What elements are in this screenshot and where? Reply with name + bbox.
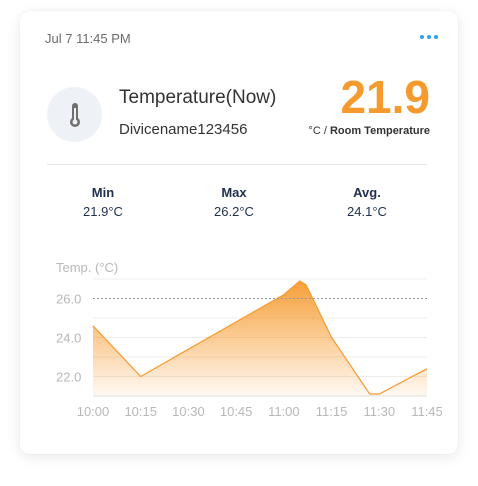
device-name: Divicename123456 <box>119 121 248 138</box>
stat-label: Avg. <box>353 185 381 200</box>
stat-label: Min <box>91 185 115 200</box>
stat-value: 21.9°C <box>83 204 123 219</box>
y-tick-label: 22.0 <box>56 370 81 385</box>
stat-value: 26.2°C <box>214 204 254 219</box>
thermometer-icon <box>47 87 102 142</box>
x-tick-label: 11:45 <box>411 404 443 419</box>
y-axis-label: Temp. (°C) <box>56 260 118 275</box>
x-tick-label: 11:15 <box>316 404 348 419</box>
stat-avg: Avg. 24.1°C <box>327 185 407 221</box>
x-tick-label: 10:00 <box>77 404 110 419</box>
temperature-area <box>93 281 427 396</box>
y-tick-label: 24.0 <box>56 331 81 346</box>
x-tick-label: 10:30 <box>172 404 205 419</box>
y-tick-label: 26.0 <box>56 292 81 307</box>
stat-min: Min 21.9°C <box>63 185 143 221</box>
x-tick-label: 10:45 <box>220 404 253 419</box>
unit: °C / <box>308 125 327 137</box>
stat-max: Max 26.2°C <box>194 185 274 221</box>
more-options-icon[interactable] <box>416 29 442 45</box>
x-tick-label: 11:30 <box>363 404 395 419</box>
temperature-line <box>92 280 428 395</box>
stat-label: Max <box>221 185 247 200</box>
divider <box>47 164 427 165</box>
metric-title: Temperature(Now) <box>119 87 277 108</box>
current-value: 21.9 <box>340 71 430 123</box>
x-tick-label: 11:00 <box>268 404 300 419</box>
timestamp: Jul 7 11:45 PM <box>45 31 131 46</box>
unit-context: Room Temperature <box>329 125 430 137</box>
x-tick-label: 10:15 <box>124 404 157 419</box>
unit-label: °C / Room Temperature <box>308 125 430 137</box>
stat-value: 24.1°C <box>347 204 387 219</box>
